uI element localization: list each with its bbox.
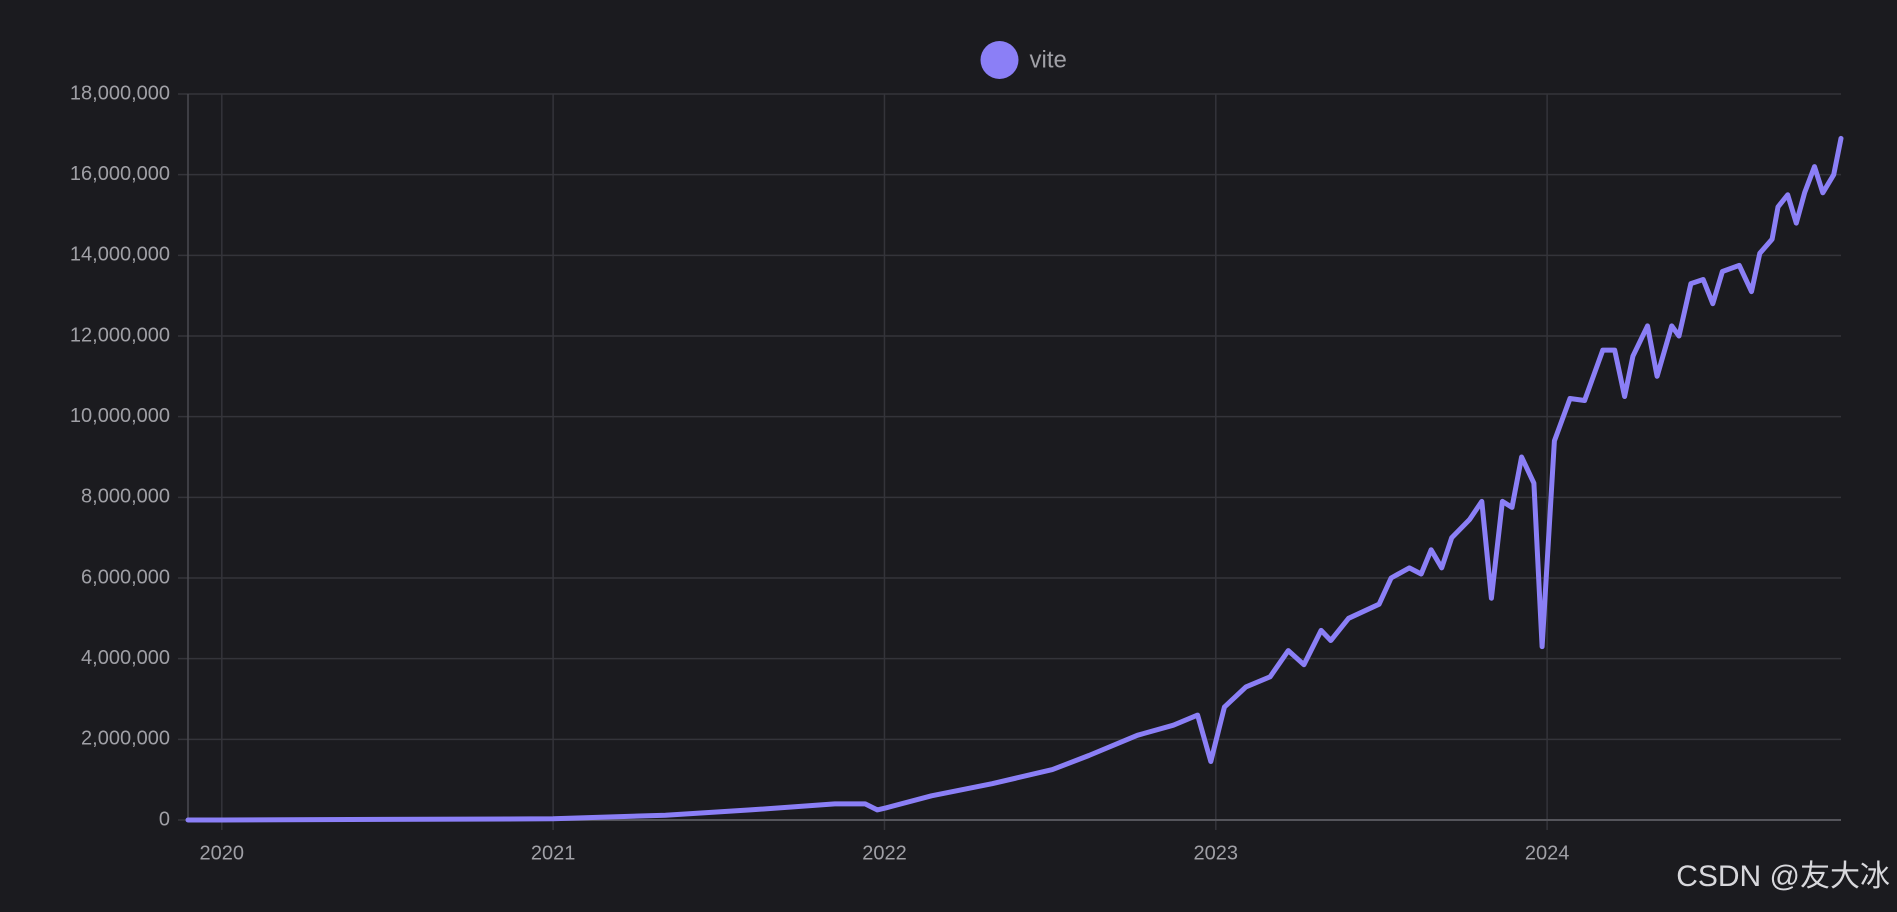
watermark: CSDN @友大冰 bbox=[1676, 860, 1890, 893]
x-tick-label: 2021 bbox=[531, 842, 576, 864]
series-line bbox=[185, 135, 1844, 823]
x-tick-label: 2024 bbox=[1525, 842, 1570, 864]
y-tick-label: 12,000,000 bbox=[70, 324, 170, 346]
y-tick-label: 8,000,000 bbox=[81, 486, 170, 508]
x-tick-label: 2023 bbox=[1194, 842, 1239, 864]
y-tick-label: 6,000,000 bbox=[81, 566, 170, 588]
y-tick-label: 18,000,000 bbox=[70, 82, 170, 104]
legend-label: vite bbox=[1030, 46, 1067, 73]
legend-marker bbox=[980, 41, 1019, 79]
y-tick-label: 14,000,000 bbox=[70, 244, 170, 266]
y-tick-label: 10,000,000 bbox=[70, 405, 170, 427]
x-tick-label: 2022 bbox=[862, 842, 907, 864]
y-tick-label: 16,000,000 bbox=[70, 163, 170, 185]
x-tick-label: 2020 bbox=[200, 842, 245, 864]
y-tick-label: 4,000,000 bbox=[81, 647, 170, 669]
y-tick-label: 0 bbox=[159, 808, 170, 830]
y-tick-label: 2,000,000 bbox=[81, 728, 170, 750]
